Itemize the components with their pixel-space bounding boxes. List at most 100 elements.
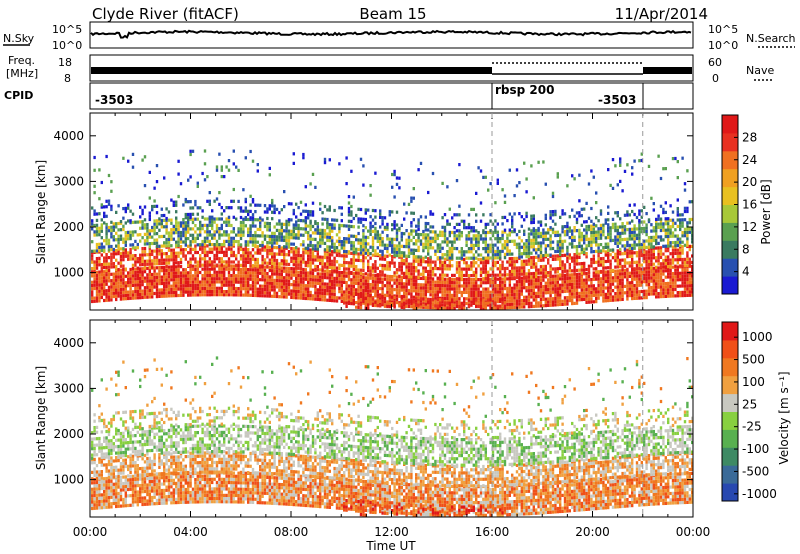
range-cell — [307, 230, 310, 235]
range-cell — [544, 223, 547, 227]
range-cell — [129, 219, 132, 223]
range-cell — [160, 252, 163, 256]
range-cell — [189, 200, 192, 204]
range-cell — [304, 219, 307, 223]
range-cell — [146, 242, 149, 246]
range-cell — [275, 282, 279, 286]
range-cell — [527, 248, 531, 252]
range-cell — [544, 304, 547, 308]
range-cell — [405, 299, 408, 303]
range-cell — [532, 220, 535, 224]
range-cell — [244, 197, 247, 201]
range-cell — [499, 273, 502, 277]
range-cell — [441, 293, 444, 297]
range-cell — [371, 224, 375, 229]
range-cell — [321, 258, 324, 263]
range-cell — [256, 274, 259, 278]
range-cell — [383, 293, 387, 297]
range-cell — [539, 247, 543, 251]
range-cell — [278, 219, 281, 223]
range-cell — [211, 283, 214, 287]
range-cell — [98, 296, 101, 300]
range-cell — [283, 252, 286, 257]
range-cell — [484, 264, 487, 268]
range-cell — [482, 281, 485, 285]
range-cell — [112, 275, 115, 279]
range-cell — [580, 298, 583, 302]
range-cell — [199, 263, 202, 267]
range-cell — [427, 228, 430, 232]
range-cell — [431, 302, 435, 307]
range-cell — [122, 254, 125, 259]
range-cell — [499, 304, 502, 308]
range-cell — [100, 292, 103, 296]
range-cell — [542, 234, 545, 238]
range-cell — [383, 257, 387, 261]
range-cell — [496, 181, 499, 185]
range-cell — [530, 285, 533, 289]
range-cell — [345, 261, 348, 265]
range-cell — [314, 228, 317, 232]
range-cell — [218, 243, 221, 247]
range-cell — [259, 218, 262, 222]
range-cell — [220, 293, 223, 297]
range-cell — [107, 245, 111, 249]
range-cell — [580, 214, 583, 218]
range-cell — [218, 293, 221, 297]
range-cell — [431, 297, 435, 302]
range-cell — [95, 293, 99, 297]
range-cell — [424, 286, 427, 290]
range-cell — [177, 243, 180, 247]
range-cell — [259, 268, 262, 272]
range-cell — [218, 260, 221, 264]
range-cell — [326, 235, 329, 239]
range-cell — [542, 271, 545, 275]
range-cell — [556, 280, 559, 284]
range-cell — [580, 247, 583, 251]
range-cell — [239, 227, 243, 231]
range-cell — [475, 281, 478, 285]
range-cell — [170, 284, 173, 288]
range-cell — [583, 234, 586, 238]
range-cell — [465, 274, 468, 278]
range-cell — [91, 290, 94, 294]
range-cell — [251, 216, 255, 220]
range-cell — [227, 220, 231, 224]
range-cell — [105, 232, 108, 236]
range-cell — [189, 247, 192, 252]
range-cell — [275, 258, 279, 263]
range-cell — [434, 260, 437, 264]
range-cell — [95, 249, 99, 253]
range-cell — [285, 222, 288, 227]
range-cell — [211, 236, 214, 240]
range-cell — [153, 262, 156, 266]
range-cell — [187, 263, 190, 268]
range-cell — [470, 274, 473, 278]
range-cell — [237, 293, 240, 297]
range-cell — [237, 263, 240, 267]
range-cell — [583, 207, 586, 211]
range-cell — [395, 176, 399, 180]
range-cell — [230, 293, 233, 297]
range-cell — [518, 229, 521, 233]
range-cell — [376, 283, 379, 287]
range-cell — [551, 300, 555, 304]
range-cell — [415, 275, 418, 279]
range-cell — [535, 248, 538, 252]
range-cell — [143, 226, 147, 230]
range-cell — [189, 243, 192, 247]
range-cell — [107, 285, 111, 289]
range-cell — [213, 243, 216, 247]
range-cell — [580, 262, 583, 266]
range-cell — [280, 276, 283, 280]
range-cell — [364, 251, 367, 255]
range-cell — [443, 306, 447, 310]
range-cell — [506, 243, 509, 247]
range-cell — [189, 212, 192, 216]
range-cell — [499, 256, 502, 260]
range-cell — [194, 260, 197, 264]
range-cell — [225, 283, 228, 287]
range-cell — [194, 267, 197, 271]
range-cell — [326, 276, 329, 280]
range-cell — [170, 265, 173, 269]
